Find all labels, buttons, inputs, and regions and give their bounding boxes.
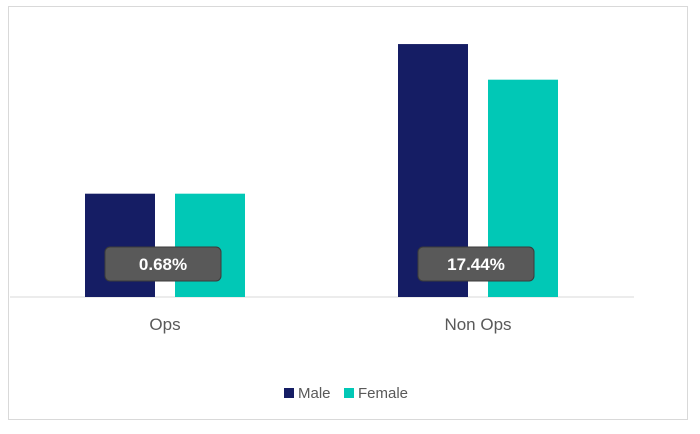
legend-label-female: Female — [358, 385, 408, 402]
bar-male-ops — [85, 193, 155, 297]
legend-swatch-male — [284, 388, 294, 398]
gap-badge — [104, 246, 222, 282]
x-tick-label: Ops — [149, 315, 180, 334]
gap-label: 17.44% — [447, 255, 505, 274]
bar-female-ops — [175, 193, 245, 297]
legend-label-male: Male — [298, 385, 331, 402]
legend: Male Female — [284, 385, 408, 402]
gap-badge — [417, 246, 535, 282]
gap-label: 0.68% — [139, 255, 187, 274]
annotations-layer: 0.68% 17.44% — [104, 246, 535, 282]
legend-swatch-female — [344, 388, 354, 398]
x-tick-label: Non Ops — [444, 315, 511, 334]
x-tick-labels: Ops Non Ops — [149, 315, 511, 334]
